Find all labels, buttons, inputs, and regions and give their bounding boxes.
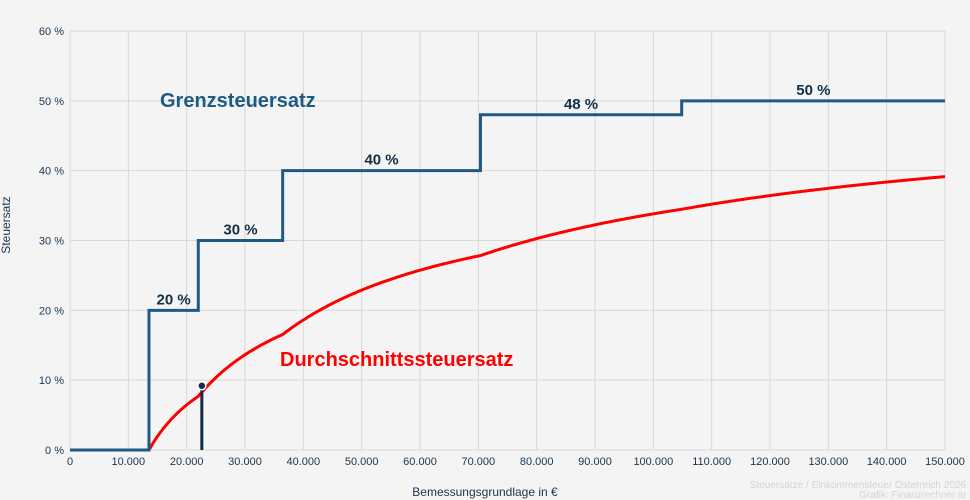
x-tick-label: 70.000 (462, 456, 496, 468)
series-label-grenzsteuersatz: Grenzsteuersatz (160, 90, 316, 112)
y-tick-label: 60 % (39, 26, 64, 38)
x-tick-label: 100.000 (633, 456, 673, 468)
y-axis-label: Steuersatz (0, 196, 13, 253)
y-tick-label: 50 % (39, 96, 64, 108)
x-tick-label: 0 (67, 456, 73, 468)
x-axis-ticks: 0 10.000 20.000 30.000 40.000 50.000 60.000 70.… (67, 456, 965, 468)
x-tick-label: 40.000 (287, 456, 321, 468)
y-tick-label: 20 % (39, 305, 64, 317)
series-label-durchschnittssteuersatz: Durchschnittssteuersatz (280, 349, 513, 371)
x-tick-label: 110.000 (692, 456, 731, 468)
bracket-label: 48 % (564, 96, 598, 113)
x-tick-label: 120.000 (750, 456, 790, 468)
x-tick-label: 50.000 (345, 456, 379, 468)
x-tick-label: 30.000 (228, 456, 262, 468)
marker-dot (197, 381, 207, 391)
x-tick-label: 130.000 (808, 456, 848, 468)
y-tick-label: 40 % (39, 166, 64, 178)
x-tick-label: 150.000 (925, 456, 965, 468)
bracket-labels: 20 % 30 % 40 % 48 % 50 % (157, 82, 831, 309)
x-tick-label: 10.000 (112, 456, 146, 468)
y-axis-ticks: 0 % 10 % 20 % 30 % 40 % 50 % 60 % (39, 26, 64, 457)
y-tick-label: 10 % (39, 375, 64, 387)
x-tick-label: 140.000 (867, 456, 907, 468)
watermark-title: Steuersätze / Einkommensteuer Österreich… (750, 479, 967, 491)
x-axis-label: Bemessungsgrundlage in € (412, 485, 558, 499)
y-tick-label: 30 % (39, 236, 64, 248)
x-tick-label: 60.000 (403, 456, 437, 468)
bracket-label: 30 % (223, 222, 257, 239)
bracket-label: 40 % (364, 152, 398, 169)
y-tick-label: 0 % (45, 445, 64, 457)
x-tick-label: 20.000 (170, 456, 204, 468)
x-tick-label: 80.000 (520, 456, 554, 468)
x-tick-label: 90.000 (578, 456, 612, 468)
bracket-label: 50 % (796, 82, 830, 99)
watermark-source: Grafik: Finanzrechner.at (859, 490, 966, 500)
bracket-label: 20 % (157, 291, 191, 308)
marginal-rate-line (70, 99, 945, 452)
average-rate-line (70, 175, 946, 452)
